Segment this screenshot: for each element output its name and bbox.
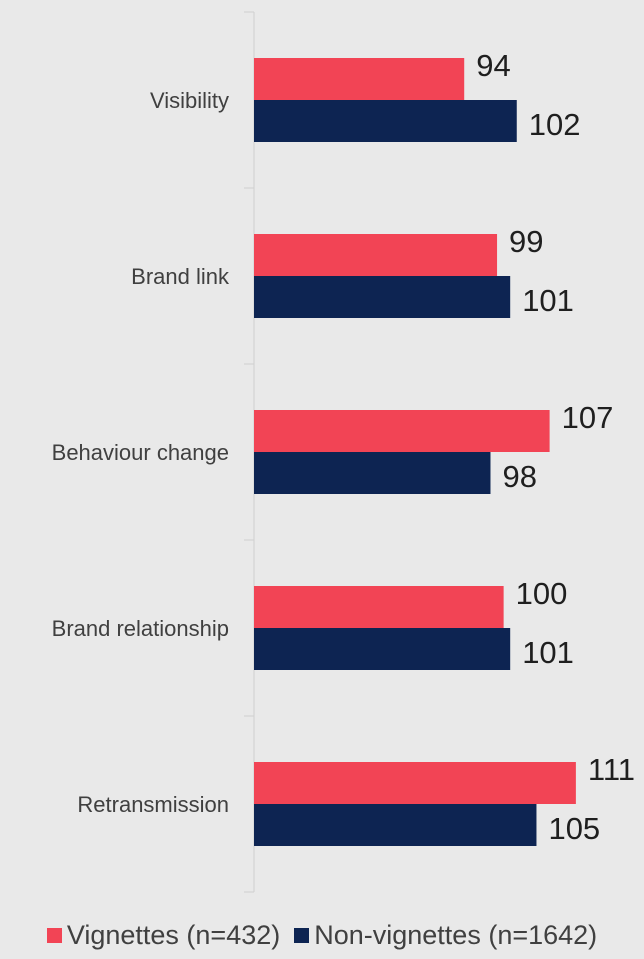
value-label-non-vignettes-behaviour-change: 98 (502, 459, 536, 494)
bar-non-vignettes-visibility (254, 100, 517, 142)
bar-chart: Visibility 94 102 Brand link 99 101 Behaviour … (52, 11, 635, 893)
bar-vignettes-brand-link (254, 234, 498, 276)
bar-non-vignettes-retransmission (254, 804, 537, 846)
bar-vignettes-brand-relationship (254, 586, 504, 628)
legend: Vignettes (n=432) Non-vignettes (n=1642) (0, 920, 644, 951)
category-label-behaviour-change: Behaviour change (52, 440, 229, 465)
value-label-vignettes-retransmission: 111 (588, 752, 635, 787)
legend-swatch-vignettes (46, 928, 62, 943)
value-label-non-vignettes-brand-relationship: 101 (522, 635, 574, 670)
category-label-brand-relationship: Brand relationship (52, 616, 229, 641)
value-label-non-vignettes-brand-link: 101 (522, 283, 574, 318)
bar-non-vignettes-behaviour-change (254, 452, 491, 494)
value-label-vignettes-visibility: 94 (476, 48, 510, 83)
legend-swatch-non-vignettes (294, 928, 310, 943)
legend-item-non-vignettes: Non-vignettes (n=1642) (294, 920, 597, 951)
category-label-retransmission: Retransmission (77, 792, 229, 817)
value-label-vignettes-behaviour-change: 107 (562, 400, 614, 435)
value-label-non-vignettes-visibility: 102 (529, 107, 581, 142)
bar-non-vignettes-brand-link (254, 276, 511, 318)
category-tick-marks (244, 11, 254, 893)
bar-series-group (254, 58, 576, 846)
bar-vignettes-retransmission (254, 762, 576, 804)
value-label-vignettes-brand-relationship: 100 (516, 576, 568, 611)
bar-vignettes-behaviour-change (254, 410, 550, 452)
label-group: Visibility 94 102 Brand link 99 101 Behaviour … (52, 48, 635, 846)
category-label-visibility: Visibility (150, 88, 229, 113)
bar-vignettes-visibility (254, 58, 465, 100)
value-label-vignettes-brand-link: 99 (509, 224, 543, 259)
bar-non-vignettes-brand-relationship (254, 628, 511, 670)
legend-item-vignettes: Vignettes (n=432) (46, 920, 281, 951)
legend-label-non-vignettes: Non-vignettes (n=1642) (314, 920, 598, 950)
category-label-brand-link: Brand link (131, 264, 230, 289)
legend-label-vignettes: Vignettes (n=432) (66, 920, 281, 950)
value-label-non-vignettes-retransmission: 105 (548, 811, 600, 846)
